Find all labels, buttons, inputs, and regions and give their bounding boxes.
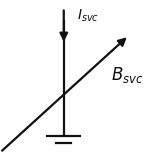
Text: $I_{svc}$: $I_{svc}$ (77, 8, 99, 24)
Text: $B_{svc}$: $B_{svc}$ (111, 65, 144, 85)
